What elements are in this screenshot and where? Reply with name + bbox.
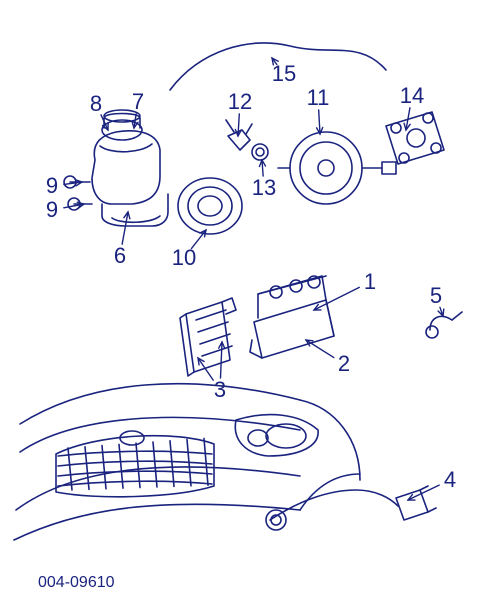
callout-5: 5 xyxy=(430,285,442,307)
callout-14: 14 xyxy=(400,85,424,107)
callout-12: 12 xyxy=(228,91,252,113)
callout-3: 3 xyxy=(214,379,226,401)
callout-15: 15 xyxy=(272,63,296,85)
callout-1: 1 xyxy=(364,271,376,293)
callout-6: 6 xyxy=(114,245,126,267)
callout-7: 7 xyxy=(132,91,144,113)
callout-10: 10 xyxy=(172,247,196,269)
callout-4: 4 xyxy=(444,469,456,491)
callout-9: 9 xyxy=(46,175,58,197)
part-number: 004-09610 xyxy=(38,574,115,592)
callout-8: 8 xyxy=(90,93,102,115)
callout-9b: 9 xyxy=(46,199,58,221)
callout-2: 2 xyxy=(338,353,350,375)
callout-11: 11 xyxy=(307,87,330,109)
diagram-stage: 004-09610 1234567899101112131415 xyxy=(0,0,502,600)
callout-13: 13 xyxy=(252,177,276,199)
